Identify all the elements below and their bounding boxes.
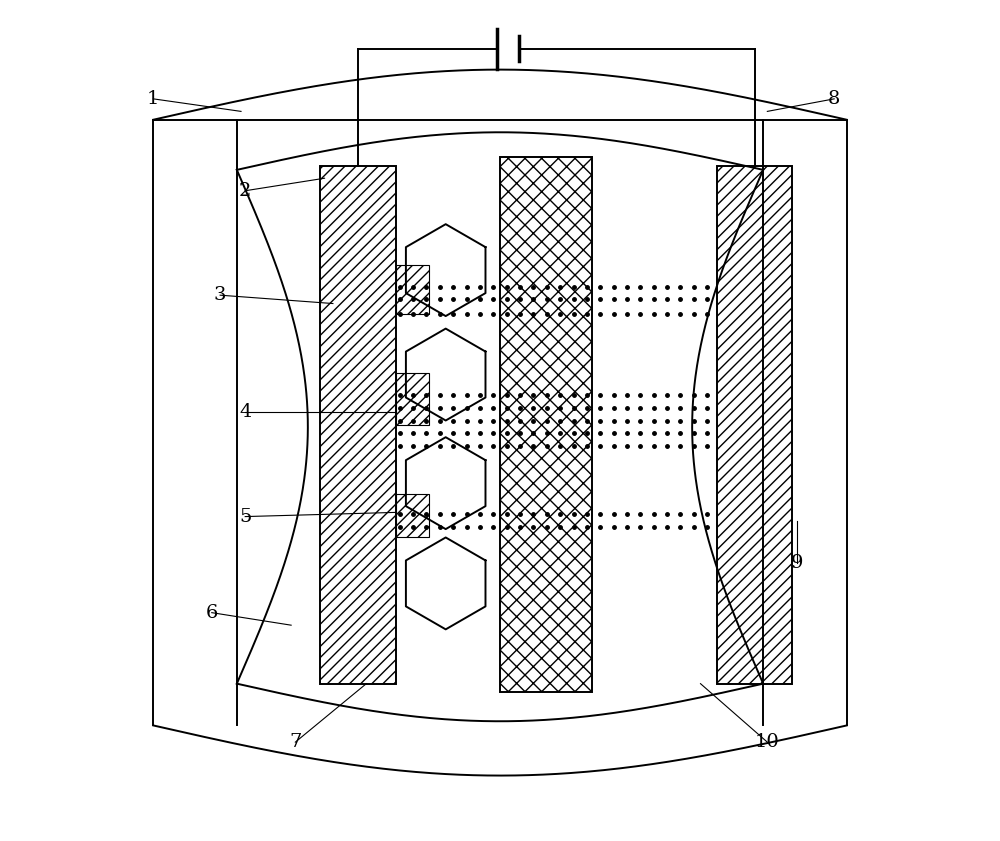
Text: 5: 5: [239, 508, 251, 526]
Bar: [320, 166, 396, 684]
Text: 6: 6: [206, 604, 218, 621]
Bar: [500, 157, 592, 692]
Bar: [717, 166, 792, 684]
Bar: [396, 494, 429, 537]
Polygon shape: [406, 225, 485, 316]
Text: 7: 7: [289, 733, 302, 751]
Bar: [396, 265, 429, 314]
Text: 4: 4: [239, 403, 251, 421]
Text: 3: 3: [214, 286, 226, 304]
Text: 10: 10: [755, 733, 780, 751]
Text: 8: 8: [828, 90, 840, 108]
Polygon shape: [406, 437, 485, 529]
Bar: [396, 373, 429, 425]
Polygon shape: [406, 537, 485, 629]
Text: 1: 1: [147, 90, 159, 108]
Text: 2: 2: [239, 182, 251, 200]
Polygon shape: [406, 329, 485, 420]
Text: 9: 9: [790, 553, 803, 572]
